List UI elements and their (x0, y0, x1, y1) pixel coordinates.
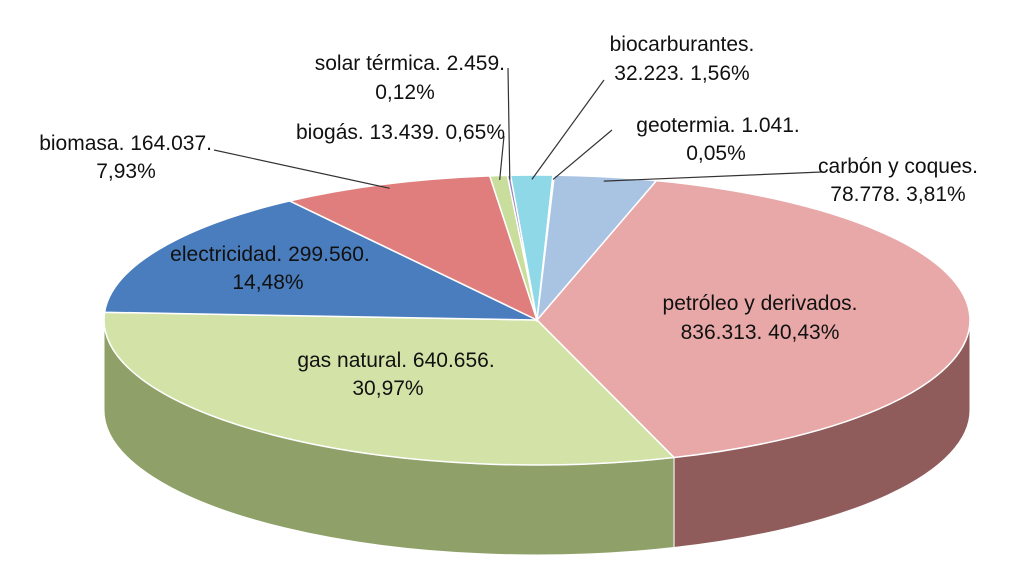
pie-slice-3 (287, 175, 539, 322)
value-petroleo: 836.313. 40,43% (681, 321, 840, 344)
percent-biomasa: 7,93% (96, 160, 156, 183)
leader-line-5 (507, 67, 511, 180)
label-petroleo: petróleo y derivados. (663, 292, 858, 315)
leader-line-6 (531, 79, 605, 180)
leader-line-3 (213, 149, 390, 189)
label-electricidad: electricidad. 299.560. (170, 243, 370, 266)
label-biogas: biogás. 13.439. 0,65% (296, 121, 505, 144)
label-biocarburantes: biocarburantes. (610, 33, 755, 56)
pie-slice-0 (535, 179, 971, 459)
label-biomasa: biomasa. 164.037. (39, 132, 212, 155)
slice-labels: petróleo y derivados. 836.313. 40,43% ga… (39, 33, 978, 400)
label-geotermia: geotermia. 1.041. (636, 114, 799, 137)
label-solar-termica: solar térmica. 2.459. (315, 52, 505, 75)
leader-line-8 (603, 171, 823, 182)
percent-electricidad: 14,48% (232, 271, 303, 294)
pie-slice-1 (103, 311, 676, 466)
leader-line-4 (499, 135, 505, 180)
value-biocarburantes: 32.223. 1,56% (614, 62, 749, 85)
percent-geotermia: 0,05% (686, 142, 746, 165)
value-carbon-coques: 78.778. 3,81% (830, 183, 965, 206)
leader-lines (213, 67, 823, 189)
percent-solar-termica: 0,12% (375, 81, 435, 104)
pie-slices (103, 174, 971, 466)
label-carbon-coques: carbón y coques. (818, 155, 978, 178)
percent-gas-natural: 30,97% (352, 377, 423, 400)
pie-slice-8 (535, 174, 658, 323)
pie-slice-2 (103, 200, 538, 321)
label-gas-natural: gas natural. 640.656. (297, 349, 494, 372)
leader-line-7 (552, 129, 613, 180)
